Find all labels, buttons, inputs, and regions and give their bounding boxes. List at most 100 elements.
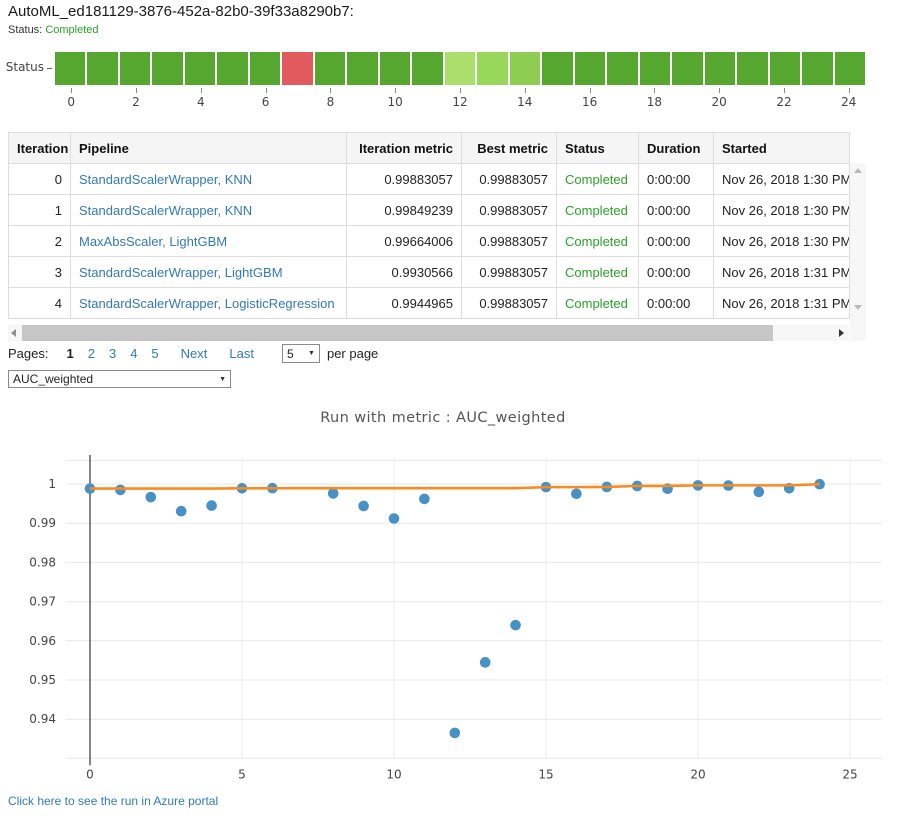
cell-iteration_metric: 0.99883057 <box>346 163 462 195</box>
status-cell-15[interactable] <box>542 52 573 85</box>
x-tick-label: 5 <box>238 767 246 781</box>
strip-tick-label: 14 <box>517 95 533 109</box>
status-cell-1[interactable] <box>87 52 118 85</box>
data-point[interactable] <box>571 488 582 500</box>
status-value: Completed <box>45 24 99 36</box>
strip-tick-label: 8 <box>326 95 335 109</box>
y-tick-label: 0.97 <box>29 595 56 609</box>
table-vertical-scrollbar[interactable] <box>850 163 866 341</box>
best-metric-line[interactable] <box>90 482 820 490</box>
scroll-up-icon[interactable] <box>854 168 862 173</box>
cell-started: Nov 26, 2018 1:30 PM <box>713 163 850 195</box>
data-point[interactable] <box>358 500 369 512</box>
status-cell-18[interactable] <box>639 52 671 85</box>
status-cell-13[interactable] <box>477 52 508 85</box>
cell-iteration_metric: 0.99849239 <box>346 194 462 226</box>
per-page-select[interactable]: 5 ▼ <box>281 344 320 363</box>
strip-tick-mark <box>265 88 267 93</box>
x-tick-label: 0 <box>86 767 94 781</box>
data-point[interactable] <box>175 505 187 517</box>
status-cell-14[interactable] <box>509 52 541 85</box>
status-cell-4[interactable] <box>184 52 216 85</box>
metric-scatter-chart[interactable]: 1 0.99 0.98 0.97 0.96 0.95 0.94 0 5 10 15 20 25 <box>0 440 897 790</box>
status-cell-23[interactable] <box>802 52 833 85</box>
page-link-5[interactable]: 5 <box>151 346 159 361</box>
metric-select[interactable]: AUC_weighted ▼ <box>8 370 231 388</box>
status-label: Status: <box>8 24 43 36</box>
cell-status: Completed <box>556 194 639 226</box>
cell-best_metric: 0.99883057 <box>461 194 557 226</box>
strip-tick-mark <box>654 88 656 93</box>
strip-tick-label: 16 <box>581 95 598 109</box>
status-cell-0[interactable] <box>55 52 86 85</box>
page-link-2[interactable]: 2 <box>87 346 95 361</box>
status-cell-7[interactable] <box>282 52 313 85</box>
status-cell-24[interactable] <box>834 52 866 85</box>
data-point[interactable] <box>753 486 765 498</box>
column-header-iteration-metric: Iteration metric <box>346 132 462 164</box>
horizontal-scroll-thumb[interactable] <box>22 325 773 341</box>
status-cell-17[interactable] <box>607 52 638 85</box>
cell-pipeline[interactable]: StandardScalerWrapper, LogisticRegressio… <box>70 287 347 319</box>
cell-pipeline[interactable]: StandardScalerWrapper, KNN <box>70 163 347 195</box>
cell-duration: 0:00:00 <box>638 287 714 319</box>
status-cell-8[interactable] <box>314 52 346 85</box>
cell-duration: 0:00:00 <box>638 194 714 226</box>
scroll-down-icon[interactable] <box>854 305 862 310</box>
status-cell-3[interactable] <box>152 52 183 85</box>
data-point[interactable] <box>510 619 521 631</box>
next-page-link[interactable]: Next <box>180 346 208 361</box>
data-point[interactable] <box>419 493 430 505</box>
data-point[interactable] <box>814 478 825 490</box>
cell-duration: 0:00:00 <box>638 163 714 195</box>
status-cell-22[interactable] <box>769 52 801 85</box>
status-cell-6[interactable] <box>249 52 281 85</box>
scroll-left-icon[interactable] <box>11 329 16 337</box>
y-tick-label: 0.98 <box>29 555 56 569</box>
last-page-link[interactable]: Last <box>229 346 254 361</box>
data-point[interactable] <box>479 657 491 668</box>
page-link-3[interactable]: 3 <box>108 346 117 361</box>
page-link-4[interactable]: 4 <box>130 346 138 361</box>
status-cell-20[interactable] <box>704 52 736 85</box>
strip-tick-label: 22 <box>776 95 792 109</box>
strip-tick-mark <box>784 88 785 93</box>
status-cell-12[interactable] <box>444 52 476 85</box>
table-horizontal-scrollbar[interactable] <box>8 325 849 341</box>
data-point[interactable] <box>206 500 217 511</box>
status-cell-5[interactable] <box>217 52 248 85</box>
scroll-right-icon[interactable] <box>839 329 844 337</box>
strip-tick-label: 18 <box>646 95 663 109</box>
status-cell-16[interactable] <box>574 52 606 85</box>
data-point[interactable] <box>145 491 157 503</box>
strip-tick-mark <box>395 88 397 93</box>
status-cell-2[interactable] <box>119 52 151 85</box>
table-row: 4 StandardScalerWrapper, LogisticRegressi… <box>8 287 850 319</box>
column-header-pipeline: Pipeline <box>70 132 347 164</box>
strip-tick-label: 10 <box>387 95 403 109</box>
x-tick-label: 25 <box>842 767 857 781</box>
status-cell-9[interactable] <box>347 52 378 85</box>
data-point[interactable] <box>449 727 461 739</box>
cell-iteration: 3 <box>8 256 71 288</box>
status-strip <box>55 52 866 85</box>
status-cell-19[interactable] <box>672 52 703 85</box>
page-current: 1 <box>66 346 74 361</box>
cell-pipeline[interactable]: MaxAbsScaler, LightGBM <box>70 225 347 257</box>
cell-pipeline[interactable]: StandardScalerWrapper, KNN <box>70 194 347 226</box>
status-cell-21[interactable] <box>737 52 768 85</box>
iterations-table: Iteration Pipeline Iteration metric Best me… <box>8 132 850 319</box>
data-point[interactable] <box>115 484 126 496</box>
data-point[interactable] <box>327 488 339 499</box>
metric-select-value: AUC_weighted <box>13 372 94 386</box>
cell-pipeline[interactable]: StandardScalerWrapper, LightGBM <box>70 256 347 288</box>
status-cell-11[interactable] <box>412 52 443 85</box>
strip-tick-mark <box>136 88 137 93</box>
table-row: 3 StandardScalerWrapper, LightGBM 0.993056… <box>8 256 850 288</box>
azure-portal-link[interactable]: Click here to see the run in Azure porta… <box>8 794 219 808</box>
data-point[interactable] <box>388 513 400 524</box>
chevron-down-icon: ▼ <box>219 375 226 383</box>
status-cell-10[interactable] <box>379 52 411 85</box>
